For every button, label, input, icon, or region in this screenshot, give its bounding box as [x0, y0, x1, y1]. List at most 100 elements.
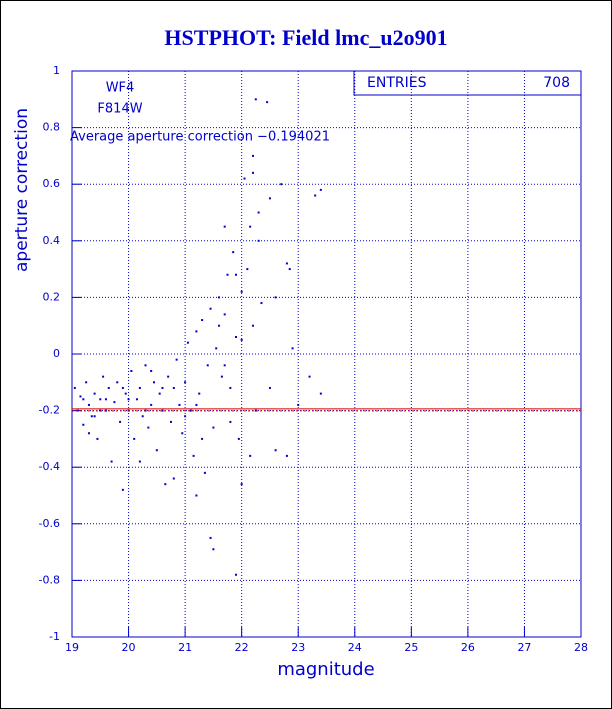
y-tick-label: 0.6	[43, 177, 61, 190]
point	[133, 437, 136, 440]
point	[249, 225, 252, 228]
y-tick-label: 1	[53, 64, 60, 77]
point	[178, 403, 181, 406]
point	[240, 338, 243, 341]
point	[175, 358, 178, 361]
point	[201, 437, 204, 440]
point	[87, 432, 90, 435]
point	[235, 336, 238, 339]
point	[169, 420, 172, 423]
point	[229, 420, 232, 423]
point	[220, 375, 223, 378]
point	[144, 364, 147, 367]
point	[195, 494, 198, 497]
y-tick-label: 0.8	[43, 121, 61, 134]
point	[121, 488, 124, 491]
point	[93, 415, 96, 418]
y-tick-label: -1	[49, 630, 60, 643]
point	[195, 403, 198, 406]
point	[82, 423, 85, 426]
x-tick-label: 27	[517, 641, 531, 654]
point	[130, 369, 133, 372]
point	[274, 449, 277, 452]
point	[209, 536, 212, 539]
y-axis-title: aperture correction	[12, 108, 32, 272]
point	[218, 324, 221, 327]
point	[314, 194, 317, 197]
x-tick-label: 24	[348, 641, 362, 654]
point	[223, 225, 226, 228]
point	[150, 403, 153, 406]
y-tick-label: 0	[53, 347, 60, 360]
y-tick-label: -0.4	[39, 460, 60, 473]
point	[79, 395, 82, 398]
point	[240, 483, 243, 486]
point	[147, 426, 150, 429]
point	[212, 426, 215, 429]
x-tick-label: 26	[461, 641, 475, 654]
x-axis-title: magnitude	[277, 659, 374, 680]
point	[96, 437, 99, 440]
point	[226, 273, 229, 276]
point	[201, 319, 204, 322]
point	[251, 324, 254, 327]
point	[167, 375, 170, 378]
point	[116, 381, 119, 384]
point	[195, 330, 198, 333]
point	[184, 381, 187, 384]
point	[90, 415, 93, 418]
point	[246, 268, 249, 271]
point	[121, 386, 124, 389]
average-label: Average aperture correction −0.194021	[70, 130, 330, 145]
y-tick-label: -0.6	[39, 517, 60, 530]
point	[229, 386, 232, 389]
point	[257, 239, 260, 242]
point	[288, 268, 291, 271]
point	[209, 307, 212, 310]
filter-label: F814W	[97, 102, 142, 117]
point	[141, 415, 144, 418]
x-tick-label: 19	[65, 641, 79, 654]
point	[172, 477, 175, 480]
point	[164, 483, 167, 486]
point	[268, 197, 271, 200]
point	[82, 398, 85, 401]
point	[291, 347, 294, 350]
y-tick-label: -0.2	[39, 404, 60, 417]
plot-frame	[71, 70, 582, 638]
y-tick-label: 0.4	[43, 234, 61, 247]
point	[223, 364, 226, 367]
point	[232, 251, 235, 254]
point	[107, 386, 110, 389]
point	[254, 409, 257, 412]
point	[254, 98, 257, 101]
x-tick-label: 20	[122, 641, 136, 654]
point	[189, 409, 192, 412]
point	[251, 171, 254, 174]
point	[138, 386, 141, 389]
point	[319, 392, 322, 395]
point	[119, 420, 122, 423]
point	[138, 460, 141, 463]
point	[184, 415, 187, 418]
x-tick-label: 23	[291, 641, 305, 654]
point	[235, 573, 238, 576]
point	[266, 101, 269, 104]
point	[192, 454, 195, 457]
y-tick-label: -0.8	[39, 573, 60, 586]
point	[150, 369, 153, 372]
point	[87, 403, 90, 406]
point	[308, 375, 311, 378]
point	[206, 364, 209, 367]
point	[215, 347, 218, 350]
point	[237, 437, 240, 440]
point	[243, 177, 246, 180]
entries-label: ENTRIES	[367, 75, 427, 91]
point	[260, 302, 263, 305]
point	[113, 401, 116, 404]
point	[235, 273, 238, 276]
point	[158, 392, 161, 395]
point	[218, 296, 221, 299]
point	[280, 183, 283, 186]
